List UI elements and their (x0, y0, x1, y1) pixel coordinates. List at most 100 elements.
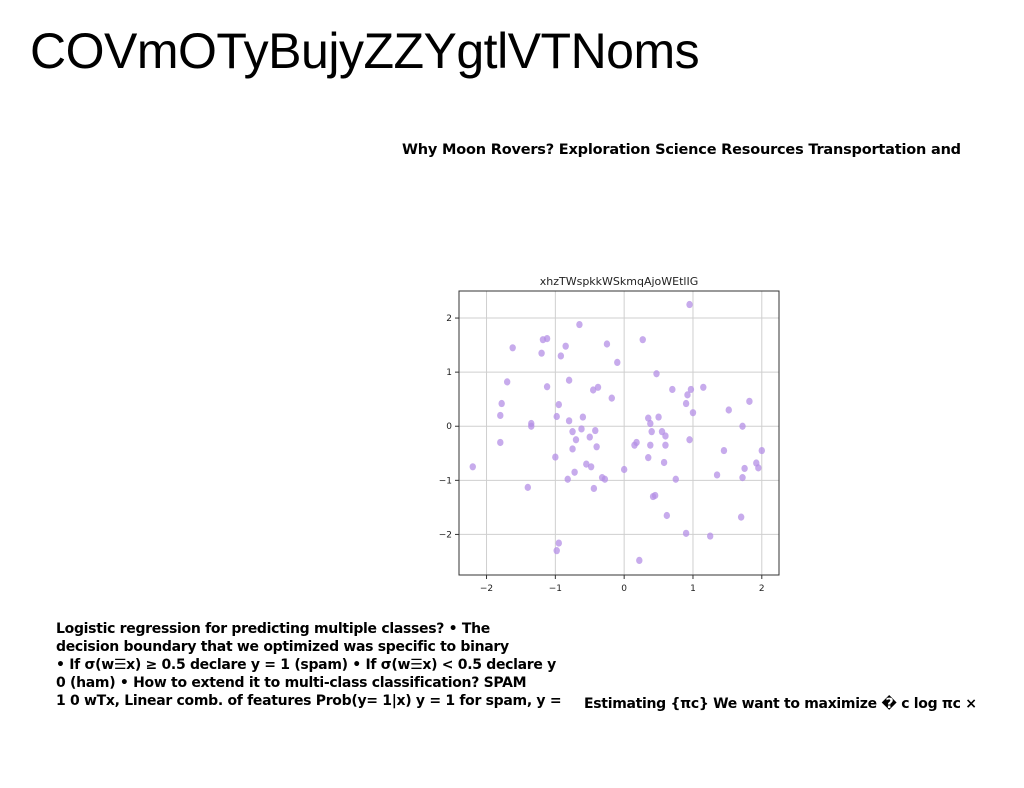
scatter-point (538, 349, 545, 357)
scatter-point (689, 409, 697, 417)
scatter-point (590, 484, 598, 493)
scatter-point (589, 386, 597, 394)
y-tick-label: 2 (446, 314, 452, 324)
scatter-point (583, 460, 590, 468)
scatter-point (741, 464, 748, 473)
scatter-point (663, 511, 671, 520)
paragraph-line: 1 0 wTx, Linear comb. of features Prob(y… (56, 693, 562, 709)
x-tick-label: −1 (549, 584, 562, 594)
scatter-point (578, 425, 585, 433)
slide-subtitle: Why Moon Rovers? Exploration Science Res… (402, 142, 961, 158)
scatter-point (497, 438, 504, 447)
scatter-point (653, 370, 660, 378)
scatter-point (571, 468, 578, 476)
scatter-point (737, 513, 745, 521)
scatter-point (755, 464, 762, 472)
body-paragraph: Logistic regression for predicting multi… (56, 620, 581, 710)
paragraph-line: 0 (ham) • How to extend it to multi-clas… (56, 675, 527, 691)
scatter-point (669, 385, 676, 394)
paragraph-line: • If σ(w☰x) ≥ 0.5 declare y = 1 (spam) •… (56, 657, 557, 673)
scatter-point (579, 413, 587, 421)
scatter-point (687, 385, 695, 394)
scatter-point (662, 432, 669, 440)
scatter-point (562, 342, 569, 350)
scatter-chart-svg: xhzTWspkkWSkmqAjoWEtlIG −2 −1 0 1 2 −2 −1 0 1 2 (439, 275, 780, 594)
scatter-point (528, 422, 535, 430)
x-tick-label: −2 (480, 584, 493, 594)
scatter-point (686, 300, 693, 309)
scatter-point (608, 394, 615, 402)
side-note: Estimating {πc} We want to maximize � c … (584, 696, 977, 712)
y-tick-label: 0 (446, 422, 452, 432)
scatter-point (564, 475, 571, 483)
scatter-point (682, 399, 690, 408)
x-tick-label: 1 (690, 584, 696, 594)
scatter-point (686, 436, 693, 444)
scatter-point (700, 383, 707, 391)
scatter-point (662, 441, 669, 449)
scatter-point (636, 556, 643, 564)
scatter-point (569, 428, 576, 436)
scatter-point (720, 446, 728, 455)
scatter-point (601, 475, 609, 483)
scatter-point (739, 474, 746, 482)
scatter-point (469, 463, 476, 471)
scatter-point (620, 465, 628, 474)
scatter-point (553, 412, 560, 421)
page-title: COVmOTyBujyZZYgtlVTNoms (30, 23, 700, 79)
scatter-point (758, 446, 765, 455)
scatter-point (645, 414, 652, 422)
scatter-point (552, 453, 559, 461)
x-tick-label: 0 (621, 584, 627, 594)
scatter-point (651, 491, 659, 500)
scatter-point (682, 529, 690, 537)
scatter-point (543, 383, 551, 391)
x-tick-label: 2 (759, 584, 765, 594)
scatter-point (553, 547, 560, 555)
scatter-point (586, 433, 593, 441)
scatter-point (684, 391, 691, 399)
scatter-point (524, 483, 532, 491)
scatter-point (497, 411, 504, 420)
scatter-point (592, 426, 599, 435)
scatter-point (576, 320, 583, 329)
scatter-point (555, 539, 562, 547)
scatter-point (565, 417, 573, 425)
chart-ticks: −2 −1 0 1 2 −2 −1 0 1 2 (439, 314, 765, 594)
scatter-point (639, 336, 646, 344)
scatter-point (543, 335, 551, 343)
scatter-point (593, 443, 600, 451)
y-tick-label: −1 (439, 476, 452, 486)
y-tick-label: −2 (439, 530, 452, 540)
plot-frame (458, 290, 780, 576)
scatter-point (509, 344, 516, 352)
scatter-point (572, 436, 580, 444)
scatter-point (647, 419, 654, 428)
scatter-point (557, 352, 565, 360)
paragraph-line: Logistic regression for predicting multi… (56, 621, 490, 637)
chart-grid (459, 291, 779, 575)
scatter-point (739, 422, 746, 430)
chart-title: xhzTWspkkWSkmqAjoWEtlIG (540, 275, 699, 288)
scatter-point (594, 383, 602, 391)
scatter-point (645, 454, 652, 462)
scatter-point (746, 397, 753, 405)
scatter-point (587, 463, 595, 471)
scatter-point (655, 413, 662, 421)
scatter-point (725, 406, 732, 414)
scatter-point (565, 376, 573, 384)
scatter-point (713, 471, 721, 479)
scatter-point (503, 378, 511, 386)
scatter-point (660, 458, 668, 467)
scatter-chart: xhzTWspkkWSkmqAjoWEtlIG −2 −1 0 1 2 −2 −1 0 1 2 (420, 270, 790, 600)
scatter-point (569, 445, 576, 453)
scatter-point (706, 532, 714, 540)
paragraph-line: decision boundary that we optimized was … (56, 639, 509, 655)
scatter-point (603, 340, 611, 348)
scatter-point (672, 475, 679, 483)
scatter-point (648, 428, 655, 436)
scatter-point (647, 441, 654, 449)
scatter-point (614, 358, 621, 367)
y-tick-label: 1 (446, 368, 452, 378)
scatter-point (498, 399, 505, 408)
